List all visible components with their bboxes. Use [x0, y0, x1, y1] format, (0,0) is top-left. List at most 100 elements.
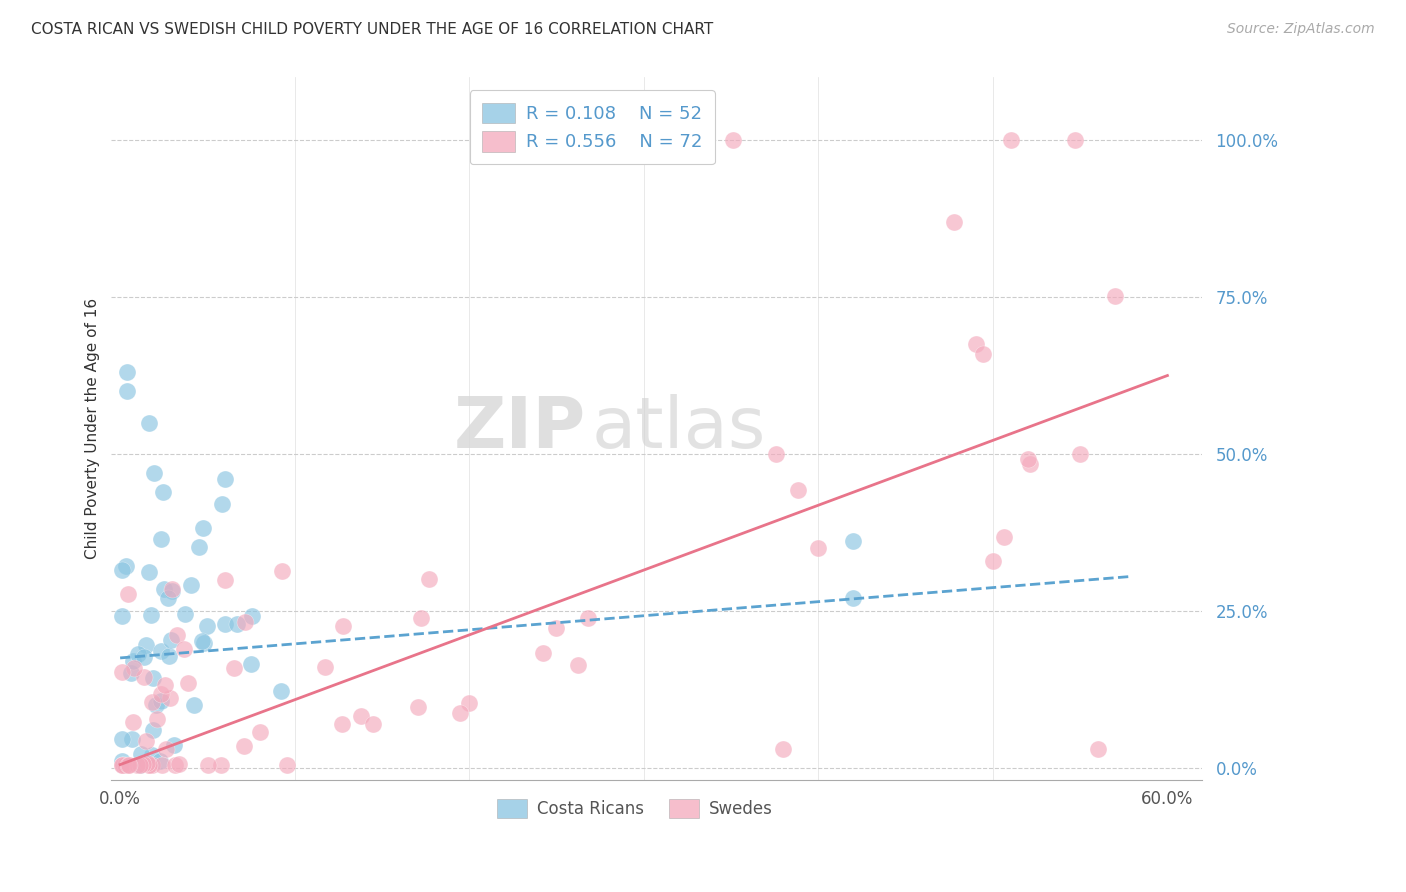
Point	[233, 615, 256, 629]
Point	[120, 665, 142, 680]
Point	[138, 565, 160, 579]
Point	[1064, 133, 1087, 147]
Point	[142, 466, 165, 480]
Point	[115, 365, 138, 379]
Point	[942, 215, 965, 229]
Point	[145, 698, 167, 712]
Point	[214, 616, 236, 631]
Y-axis label: Child Poverty Under the Age of 16: Child Poverty Under the Age of 16	[86, 298, 100, 559]
Point	[449, 706, 471, 721]
Point	[111, 755, 134, 769]
Point	[141, 748, 163, 763]
Point	[239, 657, 262, 671]
Point	[842, 533, 865, 548]
Point	[121, 714, 143, 729]
Point	[222, 660, 245, 674]
Point	[197, 619, 219, 633]
Point	[225, 617, 247, 632]
Point	[157, 648, 180, 663]
Point	[112, 757, 135, 772]
Point	[153, 677, 176, 691]
Point	[152, 582, 174, 597]
Point	[141, 757, 163, 772]
Point	[332, 619, 354, 633]
Point	[122, 661, 145, 675]
Point	[160, 582, 183, 597]
Point	[162, 584, 184, 599]
Point	[132, 649, 155, 664]
Point	[721, 133, 744, 147]
Point	[765, 447, 787, 461]
Text: Source: ZipAtlas.com: Source: ZipAtlas.com	[1227, 22, 1375, 37]
Point	[131, 747, 153, 761]
Point	[1087, 742, 1109, 756]
Point	[972, 347, 994, 361]
Point	[361, 717, 384, 731]
Point	[145, 712, 167, 726]
Point	[152, 484, 174, 499]
Point	[965, 336, 987, 351]
Point	[842, 591, 865, 606]
Point	[197, 757, 219, 772]
Point	[214, 472, 236, 486]
Point	[111, 665, 134, 679]
Point	[214, 574, 236, 588]
Point	[115, 558, 138, 573]
Point	[117, 384, 139, 399]
Point	[138, 757, 160, 772]
Point	[418, 573, 440, 587]
Point	[163, 738, 186, 752]
Point	[173, 607, 195, 621]
Point	[141, 694, 163, 708]
Point	[111, 608, 134, 623]
Point	[177, 675, 200, 690]
Point	[233, 739, 256, 753]
Point	[129, 757, 152, 772]
Point	[136, 756, 159, 771]
Point	[155, 741, 177, 756]
Point	[117, 587, 139, 601]
Text: ZIP: ZIP	[454, 394, 586, 463]
Point	[330, 716, 353, 731]
Point	[409, 611, 432, 625]
Point	[132, 670, 155, 684]
Point	[167, 757, 190, 772]
Point	[139, 607, 162, 622]
Point	[209, 757, 232, 772]
Point	[191, 521, 214, 535]
Legend: Costa Ricans, Swedes: Costa Ricans, Swedes	[491, 792, 780, 825]
Point	[993, 530, 1015, 544]
Point	[129, 757, 152, 772]
Point	[180, 578, 202, 592]
Point	[567, 658, 589, 673]
Point	[127, 648, 149, 662]
Point	[1104, 288, 1126, 302]
Text: atlas: atlas	[592, 394, 766, 463]
Point	[270, 684, 292, 698]
Point	[406, 700, 429, 714]
Point	[165, 757, 187, 772]
Point	[125, 757, 148, 772]
Point	[159, 632, 181, 647]
Point	[240, 609, 263, 624]
Point	[1069, 447, 1091, 461]
Point	[150, 687, 173, 701]
Point	[149, 755, 172, 769]
Point	[138, 416, 160, 430]
Point	[183, 698, 205, 712]
Point	[166, 627, 188, 641]
Point	[135, 734, 157, 748]
Point	[132, 757, 155, 772]
Point	[135, 638, 157, 652]
Point	[531, 646, 554, 660]
Point	[576, 610, 599, 624]
Point	[190, 634, 212, 648]
Point	[270, 565, 292, 579]
Point	[1017, 452, 1039, 467]
Point	[350, 708, 373, 723]
Point	[1018, 457, 1040, 471]
Point	[117, 757, 139, 772]
Point	[807, 541, 830, 555]
Point	[138, 757, 160, 772]
Point	[211, 497, 233, 511]
